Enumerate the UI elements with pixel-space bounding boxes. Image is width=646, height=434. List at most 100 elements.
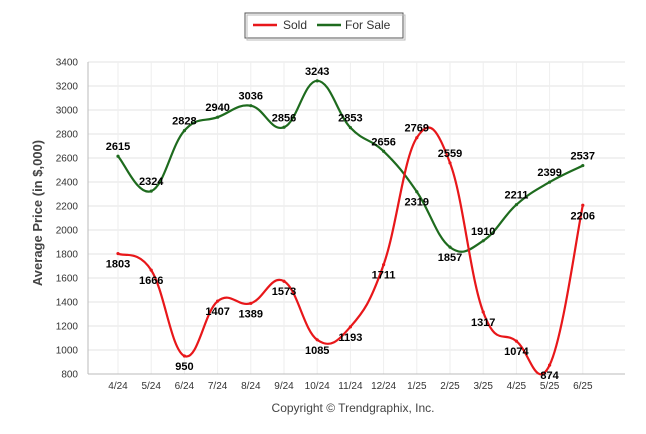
y-tick-label: 2400 — [56, 178, 79, 189]
data-label-sold: 2206 — [571, 210, 595, 222]
legend-shadow — [246, 14, 406, 41]
data-point-sold — [581, 203, 585, 207]
data-label-for-sale: 3036 — [239, 91, 263, 103]
y-tick-label: 2000 — [56, 226, 79, 237]
data-point-sold — [249, 301, 253, 305]
data-point-sold — [315, 338, 319, 342]
data-label-sold: 1666 — [139, 275, 163, 287]
legend[interactable]: Sold For Sale — [244, 12, 406, 41]
data-label-for-sale: 2828 — [172, 116, 196, 128]
data-label-for-sale: 1910 — [471, 226, 495, 238]
x-tick-label: 4/24 — [108, 381, 128, 392]
data-label-sold: 2559 — [438, 148, 462, 160]
data-point-for-sale — [249, 104, 253, 108]
x-tick-label: 5/24 — [141, 381, 161, 392]
data-label-for-sale: 2319 — [405, 197, 429, 209]
x-tick-label: 2/25 — [440, 381, 460, 392]
data-point-sold — [514, 339, 519, 343]
plot-area — [60, 60, 626, 375]
data-label-sold: 2769 — [405, 123, 429, 135]
data-point-for-sale — [182, 129, 186, 133]
data-label-for-sale: 2940 — [205, 102, 229, 114]
x-tick-label: 11/24 — [338, 381, 363, 392]
data-label-for-sale: 2853 — [338, 113, 362, 125]
data-labels: 1803 1666 950 1407 1389 1573 1085 1193 1711 2769 2… — [106, 66, 595, 382]
data-label-for-sale: 2656 — [371, 136, 395, 148]
data-label-sold: 1317 — [471, 317, 495, 329]
data-point-for-sale — [149, 189, 153, 193]
y-axis-title: Average Price (in $,000) — [30, 140, 45, 286]
legend-label-for-sale: For Sale — [345, 18, 391, 32]
data-point-sold — [116, 252, 120, 256]
series-lines — [116, 79, 585, 376]
y-tick-label: 1600 — [56, 274, 79, 285]
data-point-for-sale — [581, 163, 585, 168]
data-point-sold — [548, 363, 552, 367]
x-tick-label: 3/25 — [473, 381, 493, 392]
y-tick-label: 1400 — [56, 298, 79, 309]
data-point-sold — [415, 136, 419, 140]
y-tick-label: 3200 — [56, 82, 79, 93]
data-label-for-sale: 1857 — [438, 252, 462, 264]
x-tick-label: 12/24 — [371, 381, 396, 392]
data-label-sold: 1407 — [205, 306, 229, 318]
data-label-sold: 1803 — [106, 259, 130, 271]
data-label-sold: 874 — [540, 370, 559, 382]
y-tick-label: 3400 — [56, 58, 79, 69]
x-tick-label: 9/24 — [274, 381, 294, 392]
data-point-for-sale — [348, 126, 352, 130]
legend-label-sold: Sold — [283, 18, 307, 32]
data-label-sold: 950 — [175, 361, 193, 373]
y-tick-label: 2800 — [56, 130, 79, 141]
data-point-for-sale — [448, 245, 452, 249]
data-point-for-sale — [315, 79, 319, 83]
y-tick-label: 3000 — [56, 106, 79, 117]
x-tick-label: 8/24 — [241, 381, 261, 392]
data-label-for-sale: 2324 — [139, 176, 164, 188]
data-point-sold — [481, 310, 485, 314]
data-label-for-sale: 3243 — [305, 66, 329, 78]
x-tick-label: 7/24 — [208, 381, 228, 392]
y-tick-label: 1800 — [56, 250, 79, 261]
data-label-for-sale: 2537 — [571, 151, 595, 163]
data-label-for-sale: 2399 — [537, 167, 561, 179]
y-tick-label: 2600 — [56, 154, 79, 165]
y-tick-label: 800 — [61, 370, 78, 381]
data-point-for-sale — [514, 203, 519, 207]
data-label-for-sale: 2615 — [106, 141, 130, 153]
gridlines — [88, 61, 625, 375]
data-point-sold — [182, 354, 186, 358]
data-point-for-sale — [548, 180, 552, 184]
data-point-for-sale — [216, 115, 220, 119]
data-point-sold — [382, 263, 386, 267]
data-point-sold — [348, 325, 352, 329]
copyright-footer: Copyright © Trendgraphix, Inc. — [272, 401, 435, 415]
x-tick-label: 6/24 — [175, 381, 195, 392]
data-label-sold: 1573 — [272, 286, 296, 298]
data-label-sold: 1711 — [372, 270, 396, 282]
data-point-for-sale — [481, 239, 485, 243]
data-point-for-sale — [116, 154, 120, 158]
data-label-for-sale: 2211 — [504, 190, 528, 202]
data-point-sold — [282, 279, 286, 283]
x-tick-label: 10/24 — [305, 381, 330, 392]
x-tick-label: 5/25 — [540, 381, 560, 392]
data-label-sold: 1193 — [338, 332, 362, 344]
data-label-sold: 1085 — [305, 345, 329, 357]
x-tick-label: 4/25 — [507, 381, 527, 392]
data-point-for-sale — [415, 190, 419, 194]
data-point-sold — [149, 268, 153, 272]
data-label-for-sale: 2856 — [272, 112, 296, 124]
data-point-for-sale — [282, 125, 286, 129]
data-point-for-sale — [382, 149, 386, 153]
y-tick-label: 2200 — [56, 202, 79, 213]
x-tick-label: 1/25 — [407, 381, 427, 392]
axes: 800 1000 1200 1400 1600 1800 2000 2200 2400 2600 2… — [56, 58, 625, 392]
y-tick-label: 1200 — [56, 322, 79, 333]
x-tick-label: 6/25 — [573, 381, 593, 392]
data-point-sold — [216, 299, 220, 303]
data-label-sold: 1074 — [504, 346, 529, 358]
data-point-sold — [448, 161, 452, 165]
